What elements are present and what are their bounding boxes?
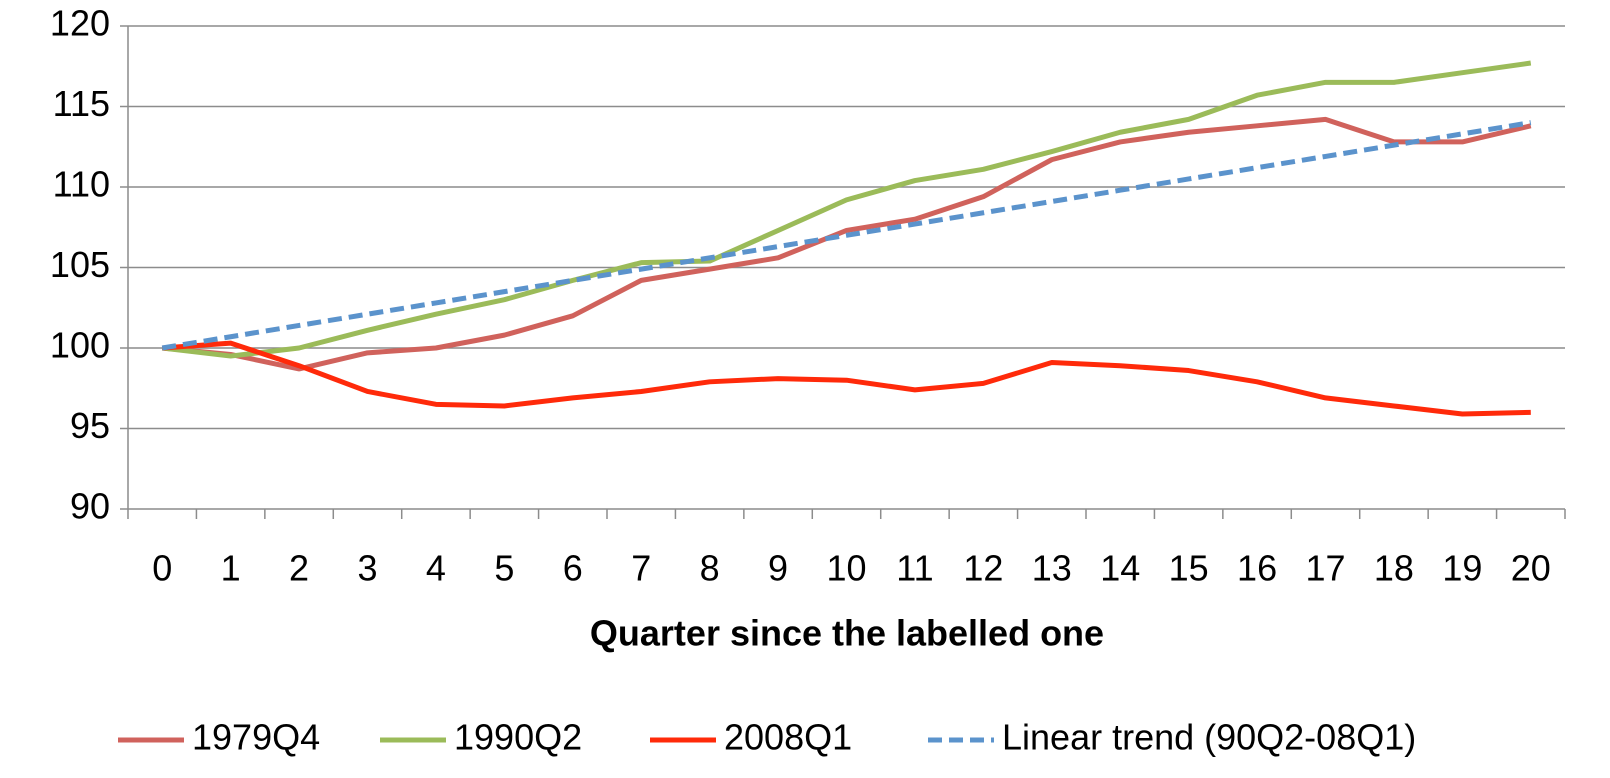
x-tick-label: 2	[289, 548, 309, 589]
x-tick-label: 4	[426, 548, 446, 589]
y-tick-label: 90	[70, 486, 110, 527]
y-tick-label: 95	[70, 405, 110, 446]
series-line	[162, 340, 1531, 417]
x-tick-label: 6	[563, 548, 583, 589]
x-tick-label: 10	[826, 548, 866, 589]
x-tick-label: 1	[221, 548, 241, 589]
legend-label: Linear trend (90Q2-08Q1)	[1002, 717, 1416, 758]
x-tick-label: 11	[896, 548, 933, 589]
x-tick-label: 16	[1237, 548, 1277, 589]
series-line	[161, 120, 1532, 351]
x-tick-label: 18	[1374, 548, 1414, 589]
x-tick-label: 0	[152, 548, 172, 589]
x-tick-label: 17	[1305, 548, 1345, 589]
x-tick-label: 8	[700, 548, 720, 589]
y-tick-label: 110	[53, 164, 110, 205]
x-tick-label: 20	[1511, 548, 1551, 589]
x-tick-label: 13	[1032, 548, 1072, 589]
x-tick-label: 14	[1100, 548, 1140, 589]
x-tick-label: 15	[1169, 548, 1209, 589]
series-line	[161, 60, 1532, 359]
y-tick-label: 105	[50, 244, 110, 285]
y-tick-label: 100	[50, 325, 110, 366]
x-tick-label: 3	[357, 548, 377, 589]
legend-label: 2008Q1	[724, 717, 852, 758]
series-line	[161, 116, 1532, 372]
y-tick-label: 120	[50, 3, 110, 44]
y-tick-label: 115	[53, 83, 110, 124]
x-tick-label: 7	[631, 548, 651, 589]
x-axis-title: Quarter since the labelled one	[590, 613, 1104, 654]
x-tick-label: 9	[768, 548, 788, 589]
x-tick-label: 12	[963, 548, 1003, 589]
legend-label: 1979Q4	[192, 717, 320, 758]
x-tick-label: 19	[1442, 548, 1482, 589]
legend-label: 1990Q2	[454, 717, 582, 758]
x-tick-label: 5	[494, 548, 514, 589]
